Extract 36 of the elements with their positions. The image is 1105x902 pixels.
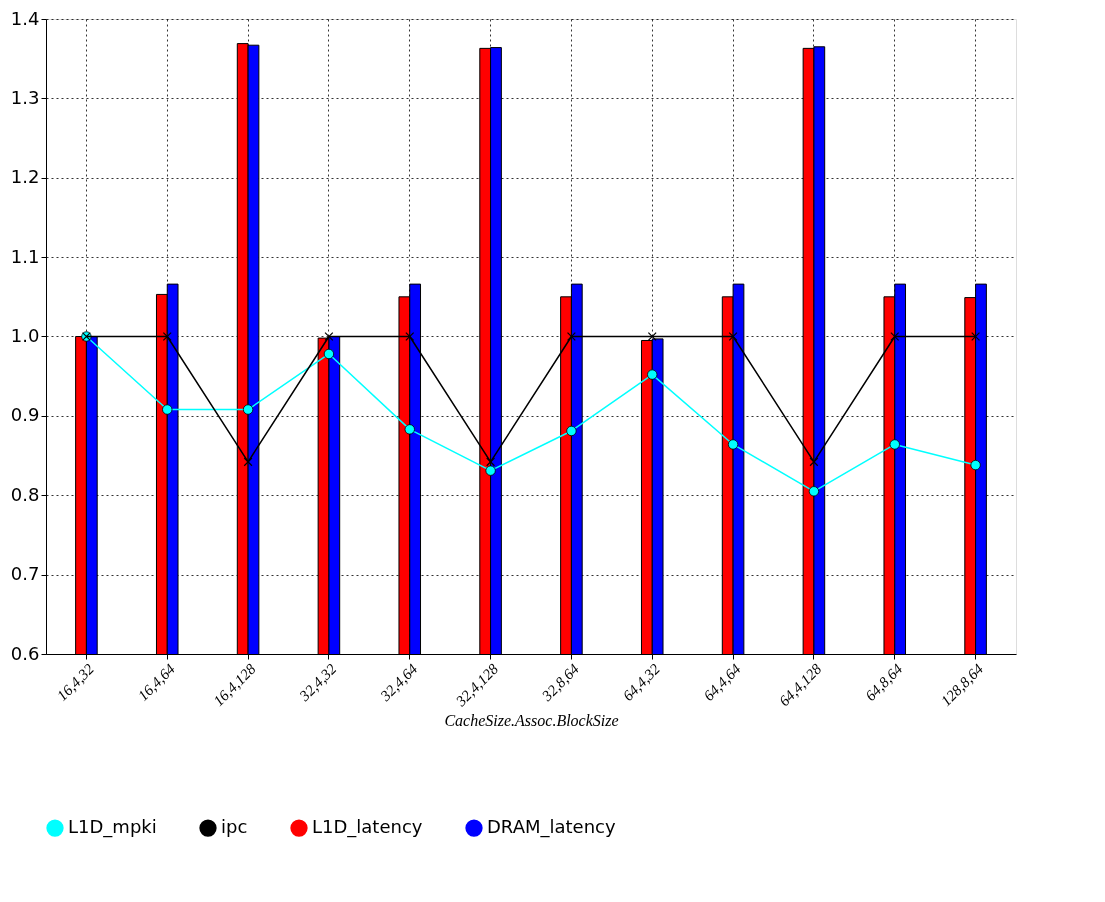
point xyxy=(647,369,658,380)
y-tick-label: 1.0 xyxy=(10,325,40,346)
x-axis-title: CacheSize.Assoc.BlockSize xyxy=(444,712,619,730)
point xyxy=(404,424,415,435)
y-tick-label: 0.7 xyxy=(10,563,40,585)
point xyxy=(162,404,173,415)
y-tick-label: 1.4 xyxy=(10,7,40,29)
point xyxy=(647,332,657,341)
point xyxy=(405,332,415,341)
y-tick-label: 1.2 xyxy=(10,166,40,188)
legend-label: L1D_mpki xyxy=(68,816,157,839)
y-tick-label: 1.3 xyxy=(10,86,40,108)
point xyxy=(889,439,900,450)
point xyxy=(809,457,819,467)
point xyxy=(323,348,335,360)
y-tick-label: 0.9 xyxy=(10,404,40,426)
y-tick-label: 1.1 xyxy=(10,245,40,267)
point xyxy=(242,404,254,415)
point xyxy=(243,457,253,467)
legend-label: L1D_latency xyxy=(312,816,423,839)
point xyxy=(566,332,576,341)
point xyxy=(324,332,334,341)
point xyxy=(890,332,900,341)
point xyxy=(728,332,738,341)
y-tick-label: 0.8 xyxy=(10,483,40,505)
point xyxy=(808,486,820,497)
point xyxy=(971,332,981,341)
point xyxy=(727,439,739,450)
point xyxy=(162,332,172,341)
legend-label: DRAM_latency xyxy=(487,816,616,839)
point xyxy=(486,457,496,467)
y-tick-label: 0.6 xyxy=(10,642,40,664)
point xyxy=(970,459,981,471)
point xyxy=(485,465,496,476)
point xyxy=(566,425,577,437)
legend-label: ipc xyxy=(221,816,248,838)
